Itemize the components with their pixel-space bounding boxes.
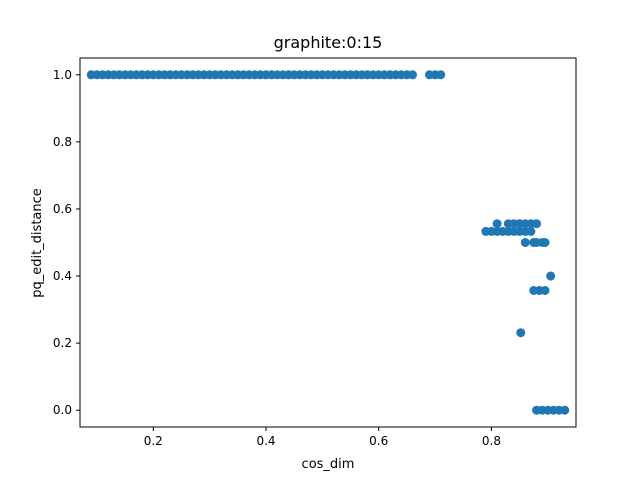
plot-frame: [79, 57, 577, 428]
x-axis-ticks: 0.2 0.4 0.6 0.8: [144, 427, 501, 448]
y-tick-label: 0.2: [53, 336, 72, 350]
data-point: [560, 405, 570, 415]
chart-title: graphite:0:15: [274, 33, 383, 52]
data-point: [540, 238, 550, 247]
x-axis-label: cos_dim: [302, 457, 355, 472]
x-tick-label: 0.4: [256, 434, 275, 448]
x-tick-label: 0.2: [144, 434, 163, 448]
data-point: [532, 219, 542, 229]
data-point: [540, 285, 550, 295]
y-axis-ticks: 0.0 0.2 0.4 0.6 0.8 1.0: [53, 68, 80, 417]
y-tick-label: 0.0: [53, 403, 72, 417]
y-tick-label: 0.8: [53, 135, 72, 149]
scatter-points: [86, 70, 570, 415]
data-point: [546, 271, 556, 281]
data-point: [408, 70, 418, 80]
y-tick-label: 1.0: [53, 68, 72, 82]
data-point: [492, 219, 502, 229]
data-point: [520, 238, 530, 247]
y-axis-label: pq_edit_distance: [30, 188, 45, 298]
data-point: [516, 328, 526, 338]
y-tick-label: 0.4: [53, 269, 72, 283]
x-tick-label: 0.6: [369, 434, 388, 448]
x-tick-label: 0.8: [482, 434, 501, 448]
y-tick-label: 0.6: [53, 202, 72, 216]
data-point: [436, 70, 446, 80]
data-point: [526, 226, 536, 236]
